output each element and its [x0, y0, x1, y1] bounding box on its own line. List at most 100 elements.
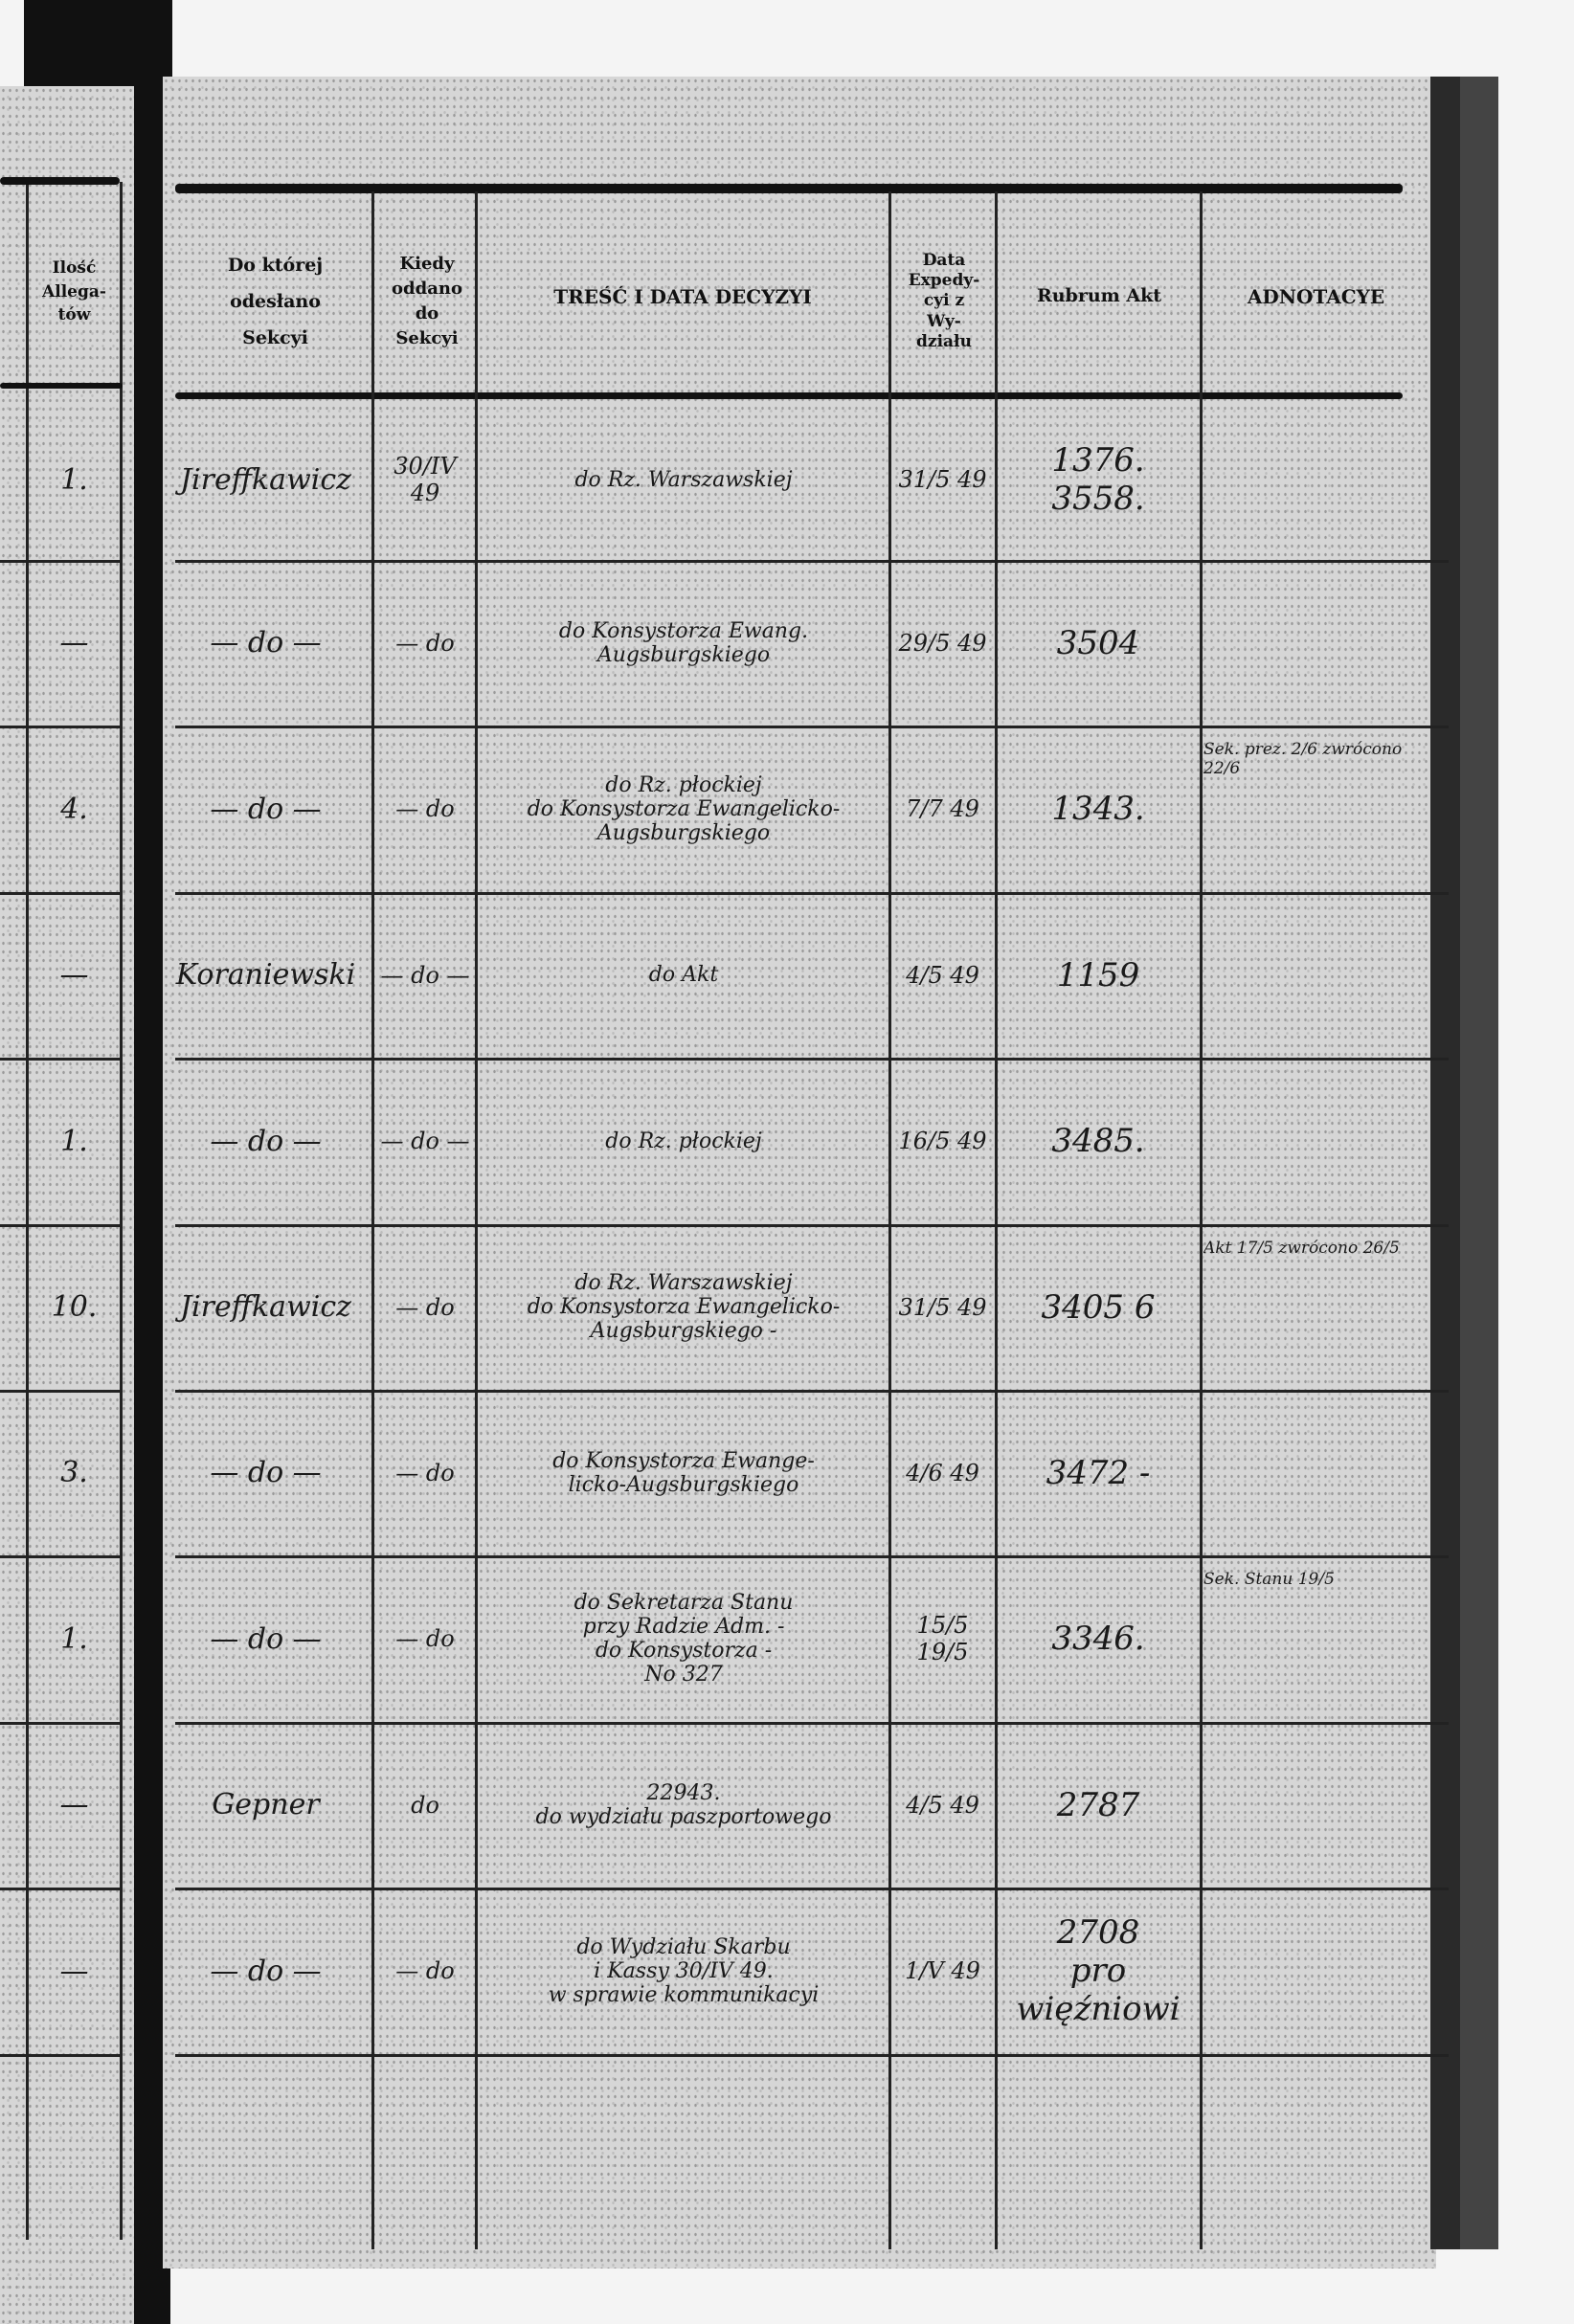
cell-data-expedycyi-text: 15/5 19/5	[916, 1612, 969, 1665]
cell-tresc-line: do Rz. Warszawskiej	[574, 1271, 793, 1295]
cell-ilosc: —	[29, 565, 120, 721]
cell-sekcja-text: Jireffkawicz	[180, 462, 351, 497]
cell-kiedy-text: — do	[395, 1293, 455, 1321]
header-bottom-rule	[175, 392, 1403, 399]
cell-ilosc: 4.	[29, 730, 120, 887]
cell-adnotacye	[1203, 404, 1426, 565]
left-row-divider	[0, 892, 123, 895]
cell-kiedy: do	[376, 1727, 474, 1883]
header-rubrum: Rubrum Akt	[1036, 285, 1162, 307]
cell-kiedy: 30/IV 49	[376, 404, 474, 555]
ilosc-value: —	[59, 958, 89, 992]
cell-kiedy: — do	[376, 1892, 474, 2049]
cell-tresc-line: przy Radzie Adm. -	[582, 1615, 785, 1639]
ilosc-value: —	[59, 1788, 89, 1821]
cell-adnotacye: Sek. Stanu 19/5	[1203, 1560, 1426, 1727]
cell-kiedy: — do —	[376, 897, 474, 1053]
row-divider	[175, 2054, 1449, 2057]
header-tresc: TREŚĆ I DATA DECYZYI	[553, 284, 812, 308]
cell-kiedy: — do	[376, 730, 474, 887]
cell-sekcja: — do —	[163, 730, 369, 887]
cell-data-expedycyi: 31/5 49	[892, 1229, 993, 1385]
cell-adnotacye-text: Sek. Stanu 19/5	[1203, 1570, 1335, 1589]
cell-rubrum: 3472 -	[999, 1395, 1198, 1551]
left-page	[0, 86, 139, 2324]
cell-tresc-line: do Konsystorza Ewangelicko-	[527, 1295, 841, 1319]
left-header-rule	[0, 383, 123, 389]
cell-data-expedycyi: 7/7 49	[892, 730, 993, 887]
cell-sekcja: — do —	[163, 1062, 369, 1219]
right-page	[163, 77, 1436, 2268]
cell-tresc: do Rz. płockiej do Konsystorza Ewangelick…	[481, 730, 887, 887]
cell-tresc-line: Augsburgskiego	[596, 642, 771, 667]
cell-ilosc: —	[29, 1727, 120, 1883]
cell-data-expedycyi-text: 29/5 49	[898, 629, 987, 657]
cell-rubrum-line: 3504	[1056, 623, 1140, 662]
cell-sekcja: Gepner	[163, 1727, 369, 1883]
cell-tresc-line: do Konsystorza -	[595, 1639, 773, 1663]
row-divider	[175, 1888, 1449, 1890]
column-line	[995, 191, 998, 2249]
cell-tresc-line: No 327	[644, 1663, 723, 1687]
cell-kiedy: — do	[376, 565, 474, 721]
cell-tresc-line: do Rz. Warszawskiej	[574, 467, 793, 492]
row-divider	[175, 560, 1449, 563]
cell-kiedy-text: — do —	[380, 961, 470, 989]
cell-tresc-line: do Wydziału Skarbu	[576, 1934, 791, 1959]
cell-data-expedycyi: 1/V 49	[892, 1892, 993, 2049]
row-divider	[175, 1058, 1449, 1061]
cell-adnotacye	[1203, 1892, 1426, 2059]
cell-rubrum: 3346.	[999, 1560, 1198, 1717]
cell-adnotacye-text: Akt 17/5 zwrócono 26/5	[1203, 1239, 1400, 1258]
cell-data-expedycyi: 15/5 19/5	[892, 1560, 993, 1717]
cell-data-expedycyi-text: 16/5 49	[898, 1128, 987, 1154]
cell-sekcja: Koraniewski	[163, 897, 369, 1053]
cell-data-expedycyi-text: 7/7 49	[906, 795, 979, 822]
cell-rubrum-line: 1159	[1056, 955, 1140, 994]
cell-data-expedycyi: 4/6 49	[892, 1395, 993, 1551]
cell-rubrum-line: 3346.	[1051, 1620, 1145, 1658]
cell-tresc: do Rz. Warszawskiej do Konsystorza Ewange…	[481, 1229, 887, 1385]
cell-kiedy: — do	[376, 1560, 474, 1717]
cell-rubrum-line: 2787	[1056, 1785, 1140, 1824]
cell-tresc: 22943. do wydziału paszportowego	[481, 1727, 887, 1883]
left-column-line	[26, 182, 29, 2240]
cell-tresc-line: do Konsystorza Ewange-	[552, 1448, 815, 1473]
cell-ilosc: —	[29, 1892, 120, 2049]
cell-sekcja-text: Gepner	[212, 1788, 320, 1821]
ilosc-value: 1.	[60, 1124, 88, 1158]
left-row-divider	[0, 1058, 123, 1061]
cell-tresc-line: do Akt	[648, 963, 719, 987]
cell-rubrum-line: 3558.	[1051, 480, 1145, 518]
left-top-rule	[0, 177, 120, 185]
cell-tresc-line: do Rz. płockiej	[605, 1128, 762, 1153]
cell-sekcja-text: Jireffkawicz	[180, 1290, 351, 1324]
cell-sekcja-text: — do —	[210, 792, 322, 826]
cell-rubrum: 1376. 3558.	[999, 404, 1198, 555]
cell-tresc-line: i Kassy 30/IV 49.	[594, 1958, 774, 1983]
column-line	[475, 191, 478, 2249]
cell-sekcja-text: — do —	[210, 1456, 322, 1489]
cell-data-expedycyi: 29/5 49	[892, 565, 993, 721]
cell-sekcja: Jireffkawicz	[163, 404, 369, 555]
cell-ilosc: —	[29, 897, 120, 1053]
cell-adnotacye	[1203, 1062, 1426, 1229]
cell-tresc: do Konsystorza Ewang. Augsburgskiego	[481, 565, 887, 721]
cell-data-expedycyi: 4/5 49	[892, 1727, 993, 1883]
row-divider	[175, 726, 1449, 728]
cell-tresc-line: do Konsystorza Ewang.	[558, 618, 809, 643]
cell-tresc: do Wydziału Skarbu i Kassy 30/IV 49. w spr…	[481, 1892, 887, 2049]
row-divider	[175, 1390, 1449, 1393]
cell-tresc-line: do wydziału paszportowego	[535, 1804, 832, 1829]
ilosc-value: 1.	[60, 462, 88, 497]
cell-ilosc: 1.	[29, 404, 120, 555]
column-line	[1200, 191, 1203, 2249]
cell-adnotacye-text: Sek. prez. 2/6 zwrócono 22/6	[1203, 740, 1403, 778]
ilosc-value: —	[59, 626, 89, 659]
cell-tresc: do Rz. Warszawskiej	[481, 404, 887, 555]
left-row-divider	[0, 1555, 123, 1558]
cell-sekcja-text: — do —	[210, 1954, 322, 1988]
header-adnotacye: ADNOTACYE	[1247, 284, 1385, 308]
cell-sekcja: Jireffkawicz	[163, 1229, 369, 1385]
left-row-divider	[0, 560, 123, 563]
